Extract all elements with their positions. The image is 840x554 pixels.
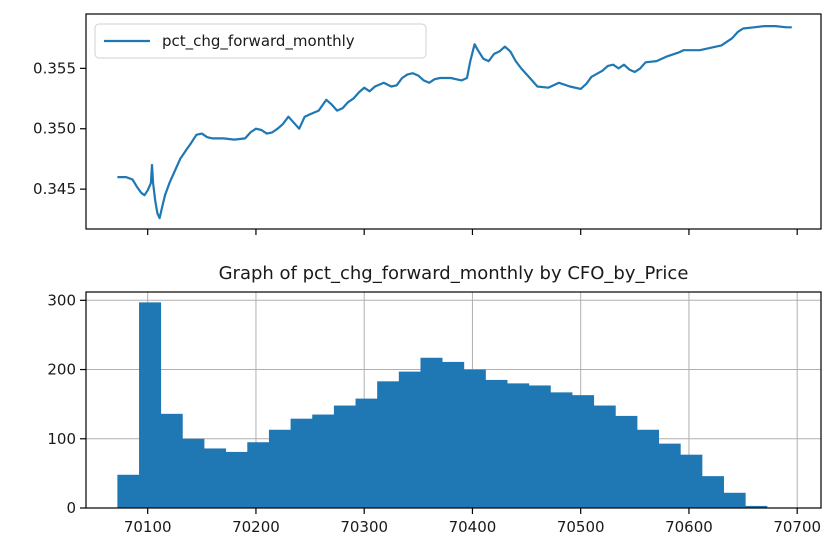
histogram-bar xyxy=(139,302,162,508)
legend-label-pct-chg-forward-monthly: pct_chg_forward_monthly xyxy=(162,32,355,51)
histogram-x-axis: 70100 70200 70300 70400 70500 70600 70700 xyxy=(124,508,821,536)
histogram-y-tick-label: 0 xyxy=(66,499,76,517)
histogram-x-tick-label: 70100 xyxy=(124,518,172,536)
histogram-x-tick-label: 70700 xyxy=(773,518,821,536)
histogram-x-tick-label: 70400 xyxy=(449,518,497,536)
histogram-bar xyxy=(593,405,616,508)
histogram-y-tick-label: 100 xyxy=(47,430,76,448)
histogram-x-tick-label: 70300 xyxy=(340,518,388,536)
histogram-y-tick-label: 300 xyxy=(47,291,76,309)
line-chart-y-tick-label: 0.350 xyxy=(33,120,76,138)
histogram-bar xyxy=(658,443,681,508)
histogram-bar xyxy=(268,429,291,508)
histogram-bar xyxy=(225,451,248,508)
histogram-x-tick-label: 70500 xyxy=(557,518,605,536)
line-chart-legend: pct_chg_forward_monthly xyxy=(94,23,427,59)
histogram-title: Graph of pct_chg_forward_monthly by CFO_… xyxy=(219,263,689,284)
histogram-bar xyxy=(636,429,660,508)
line-chart-y-axis: 0.345 0.350 0.355 xyxy=(33,59,86,198)
histogram-y-tick-label: 200 xyxy=(47,361,76,379)
histogram-panel: Graph of pct_chg_forward_monthly by CFO_… xyxy=(47,263,822,536)
histogram-bar xyxy=(333,405,356,508)
line-series-pct-chg-forward-monthly xyxy=(117,25,792,220)
histogram-bar xyxy=(377,381,400,508)
histogram-bar xyxy=(745,505,768,508)
histogram-bar xyxy=(398,371,421,508)
histogram-bar xyxy=(723,492,746,508)
histogram-bar xyxy=(117,474,140,508)
histogram-bar xyxy=(680,454,703,508)
histogram-y-axis: 0 100 200 300 xyxy=(47,291,86,517)
histogram-bar xyxy=(312,414,335,508)
histogram-bar xyxy=(290,418,313,508)
histogram-bar xyxy=(420,357,443,508)
legend-box xyxy=(94,23,427,59)
histogram-bar xyxy=(160,413,183,508)
histogram-bar xyxy=(442,361,465,508)
histogram-frame xyxy=(85,291,822,509)
line-chart-y-tick-label: 0.355 xyxy=(33,59,76,77)
line-chart-frame xyxy=(85,13,822,230)
histogram-x-tick-label: 70600 xyxy=(665,518,713,536)
histogram-bar xyxy=(355,398,378,508)
line-chart-panel: 0.345 0.350 0.355 pct_chg_forward_monthly xyxy=(33,13,822,235)
line-chart-y-tick-label: 0.345 xyxy=(33,180,76,198)
histogram-bar xyxy=(485,379,508,508)
histogram-bar xyxy=(528,385,551,508)
histogram-bars xyxy=(117,302,768,508)
histogram-bar xyxy=(550,392,573,508)
histogram-bar xyxy=(701,476,724,508)
histogram-bar xyxy=(463,369,486,508)
histogram-x-tick-label: 70200 xyxy=(232,518,280,536)
histogram-bar xyxy=(182,438,205,508)
histogram-bar xyxy=(572,395,595,508)
histogram-bar xyxy=(247,442,270,508)
histogram-bar xyxy=(203,448,227,508)
line-chart-x-axis xyxy=(147,229,798,235)
histogram-bar xyxy=(615,415,638,508)
histogram-bar xyxy=(507,383,530,508)
